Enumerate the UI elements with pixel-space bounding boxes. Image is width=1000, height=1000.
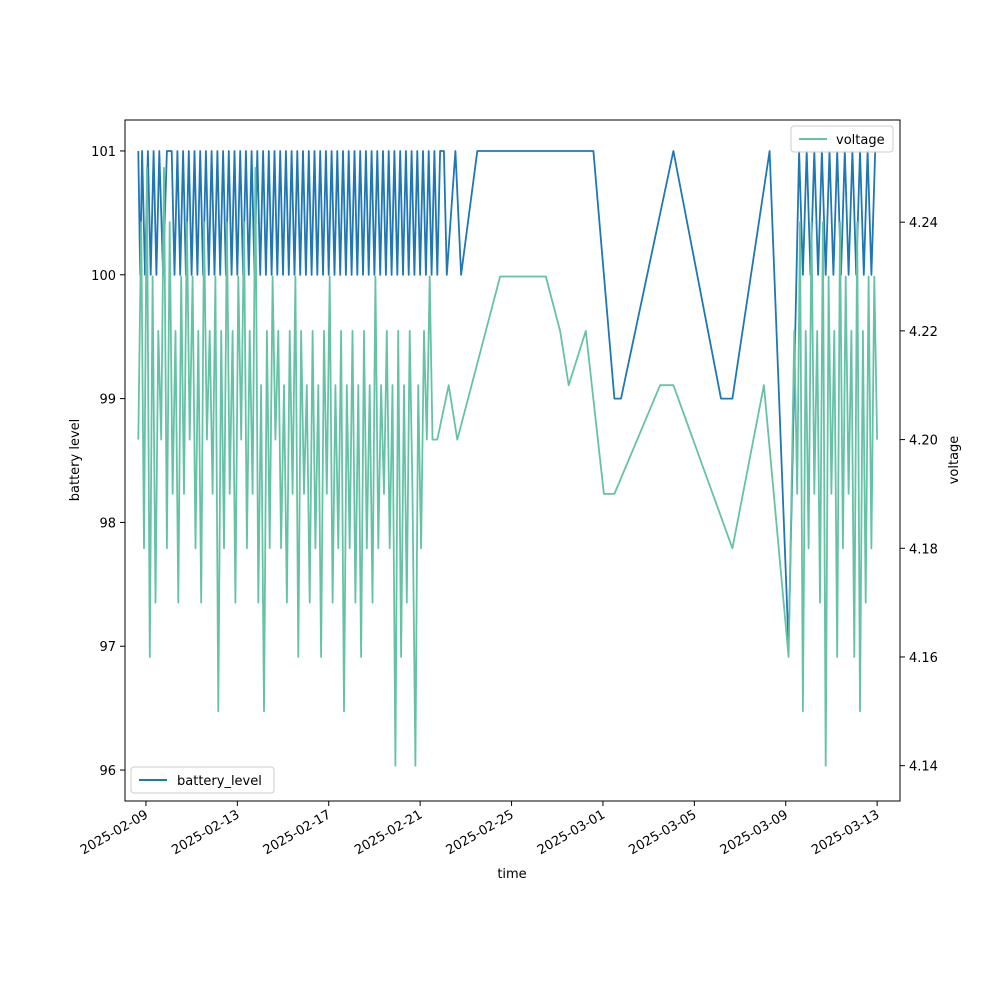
y-tick-label: 101 xyxy=(91,145,116,160)
series-line-voltage xyxy=(137,166,878,767)
y-tick-label: 96 xyxy=(99,764,116,779)
y-tick-label: 97 xyxy=(99,640,116,655)
y2-tick-label: 4.24 xyxy=(909,216,938,231)
legend-voltage-box xyxy=(790,125,894,153)
legend-battery-level: battery_level xyxy=(130,766,275,794)
y2-tick-label: 4.20 xyxy=(909,434,938,449)
y-axis-left: 96 97 98 99 100 101 xyxy=(91,145,125,779)
series-line-battery-level xyxy=(137,150,877,648)
y2-tick-label: 4.14 xyxy=(909,760,938,775)
y-tick-label: 100 xyxy=(91,269,116,284)
legend-battery-level-box xyxy=(130,766,275,794)
y-tick-label: 98 xyxy=(99,516,116,531)
y-axis-title: battery level xyxy=(68,419,83,502)
legend-voltage: voltage xyxy=(790,125,894,153)
plot-series xyxy=(137,150,878,767)
y2-tick-label: 4.22 xyxy=(909,325,938,340)
y2-axis-title: voltage xyxy=(947,436,962,485)
legend-voltage-label: voltage xyxy=(836,133,885,148)
y-axis-right: 4.14 4.16 4.18 4.20 4.22 4.24 xyxy=(900,216,938,775)
y2-tick-label: 4.18 xyxy=(909,542,938,557)
plot-frame xyxy=(124,119,901,802)
x-axis-title: time xyxy=(497,867,526,882)
y2-tick-label: 4.16 xyxy=(909,651,938,666)
legend-battery-level-label: battery_level xyxy=(177,774,262,789)
y-tick-label: 99 xyxy=(99,393,116,408)
